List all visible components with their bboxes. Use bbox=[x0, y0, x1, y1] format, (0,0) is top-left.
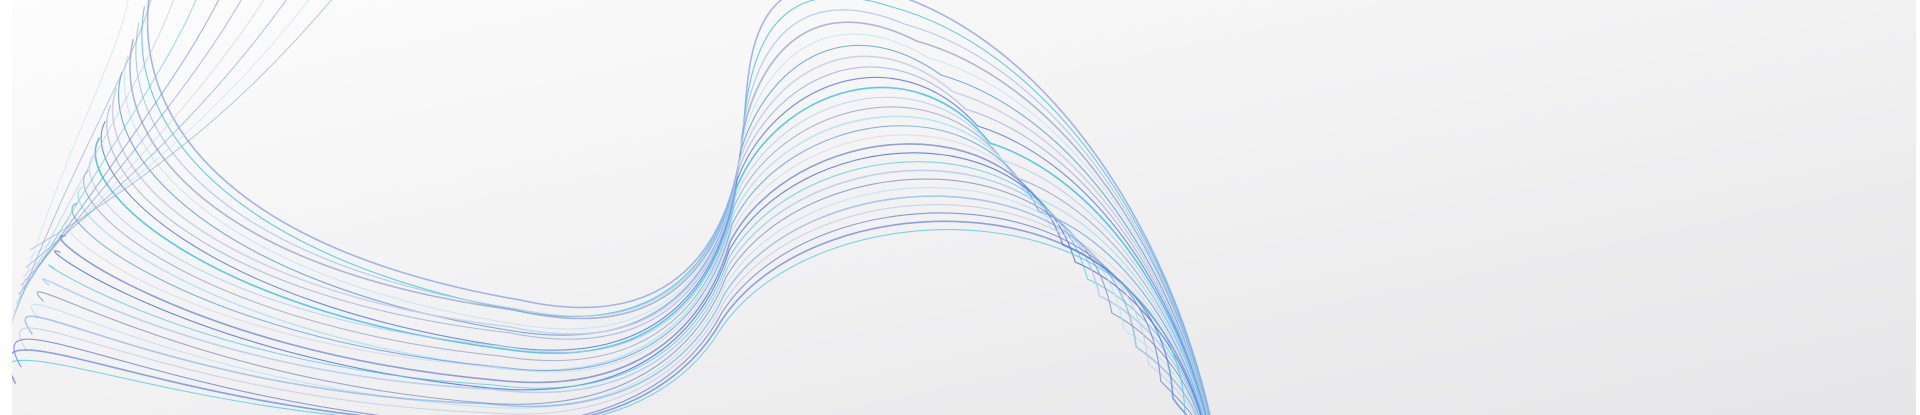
wave-line bbox=[71, 125, 1204, 415]
wave-line bbox=[36, 178, 1200, 415]
wave-line bbox=[94, 86, 1206, 415]
wave-line bbox=[19, 204, 1196, 415]
wave-line bbox=[77, 115, 1205, 415]
wave-crossing-line bbox=[16, 0, 197, 304]
wave-line bbox=[1, 229, 1186, 415]
wave-crossing-line bbox=[18, 0, 220, 295]
wave-crossing-line bbox=[9, 0, 129, 331]
wave-lines bbox=[1, 0, 1211, 415]
left-edge-strip bbox=[0, 0, 12, 415]
wave-line bbox=[100, 76, 1207, 415]
wave-line bbox=[24, 195, 1198, 415]
wave-line bbox=[42, 169, 1201, 415]
wave-line bbox=[7, 220, 1188, 415]
wave-crossing-line bbox=[29, 0, 333, 251]
wave-line bbox=[48, 161, 1201, 415]
wave-line bbox=[13, 212, 1193, 415]
wave-crossing-line bbox=[20, 0, 242, 286]
wave-line bbox=[106, 66, 1207, 415]
wave-line bbox=[88, 96, 1205, 415]
wave-line bbox=[83, 106, 1205, 415]
wave-crossing-line bbox=[25, 0, 287, 269]
right-edge-strip bbox=[1916, 0, 1920, 415]
wave-crossing-line bbox=[13, 0, 174, 313]
wave-line bbox=[65, 134, 1203, 415]
wave-line bbox=[141, 0, 1211, 415]
wave-crossing-line bbox=[22, 0, 265, 278]
wave-line bbox=[54, 152, 1202, 415]
wave-crossing-line bbox=[11, 0, 152, 322]
wave-line bbox=[111, 55, 1208, 415]
wave-line bbox=[30, 187, 1199, 415]
